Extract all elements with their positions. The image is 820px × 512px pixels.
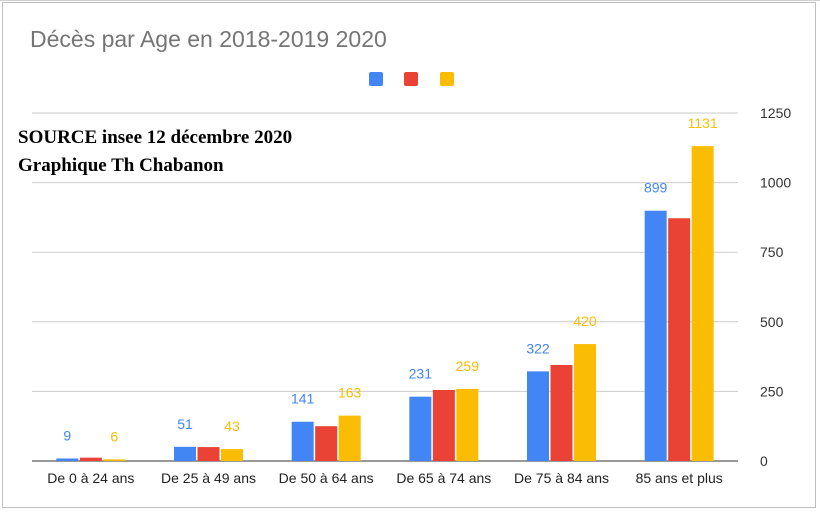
y-tick-label: 750 [760,244,784,260]
data-label: 420 [573,313,597,329]
bar [527,371,549,461]
bar [315,426,338,461]
y-axis-ticks: 0 250 500 750 1000 1250 [760,105,791,469]
x-tick-label: De 65 à 74 ans [396,470,491,486]
gridlines [32,112,738,462]
y-tick-label: 1000 [760,175,791,191]
x-tick-label: De 50 à 64 ans [279,470,374,486]
legend-swatch [404,72,418,86]
x-tick-label: De 0 à 24 ans [47,470,134,486]
bar [432,390,455,461]
y-tick-label: 1250 [760,105,791,121]
legend-swatch [369,72,383,86]
data-labels: 9 6 51 43 141 163 231 259 322 420 899 1131 [63,115,717,444]
data-label: 231 [409,366,433,382]
bar [56,458,79,461]
y-tick-label: 250 [760,383,784,399]
data-label: 9 [63,427,71,443]
source-annotation: SOURCE insee 12 décembre 2020 Graphique … [18,124,292,180]
bar [197,447,220,461]
bar [456,388,479,461]
x-tick-label: 85 ans et plus [636,470,723,486]
bar [221,449,243,461]
bar [550,364,573,461]
bar [644,210,667,461]
bar [103,459,126,461]
data-label: 322 [526,340,550,356]
source-line: SOURCE insee 12 décembre 2020 [18,127,293,148]
y-tick-label: 0 [760,453,768,469]
bar [174,446,196,461]
x-tick-label: De 75 à 84 ans [514,470,609,486]
top-border [0,0,820,3]
data-label: 141 [291,391,315,407]
bars [56,146,714,462]
bar [291,421,314,461]
data-label: 6 [110,428,118,444]
data-label: 51 [177,416,193,432]
author-line: Graphique Th Chabanon [18,155,224,176]
bar [574,344,596,461]
data-label: 163 [338,385,362,401]
bar [691,146,714,462]
data-label: 899 [644,180,668,196]
legend-swatch [440,72,454,86]
data-label: 43 [224,418,240,434]
chart-title: Décès par Age en 2018-2019 2020 [30,26,387,52]
bar [338,415,361,461]
bar [409,396,432,461]
y-tick-label: 500 [760,314,784,330]
x-axis-ticks: De 0 à 24 ans De 25 à 49 ans De 50 à 64 an… [47,470,723,486]
x-tick-label: De 25 à 49 ans [161,470,256,486]
bar [668,218,691,461]
legend [369,72,454,86]
data-label: 259 [456,358,480,374]
data-label: 1131 [688,115,718,131]
bar [79,457,102,461]
